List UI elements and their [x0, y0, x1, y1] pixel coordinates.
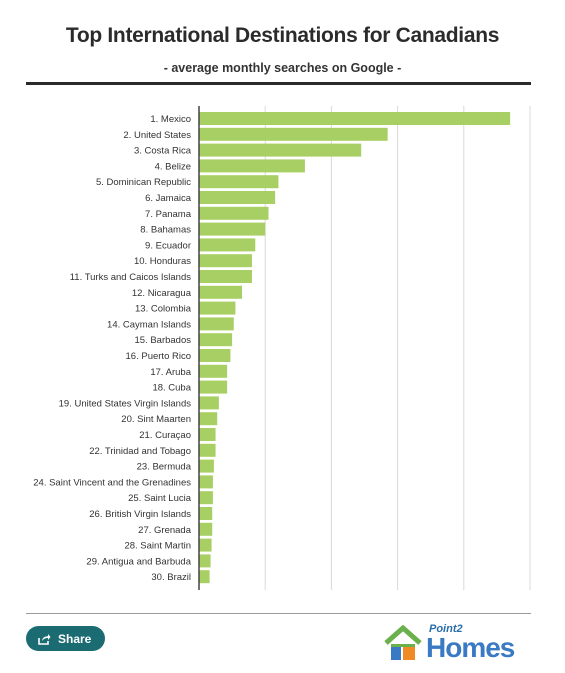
bar	[199, 349, 231, 362]
bar	[199, 254, 252, 268]
category-label: 14. Cayman Islands	[107, 319, 191, 330]
chart-title: Top International Destinations for Canad…	[65, 24, 500, 47]
chart-gridlines	[264, 106, 531, 590]
bar	[199, 491, 213, 505]
bar	[199, 143, 362, 157]
category-label: 29. Antigua and Barbuda	[86, 556, 191, 567]
bar	[199, 538, 212, 552]
bar	[199, 206, 269, 220]
category-label: 7. Panama	[145, 209, 192, 220]
title-divider	[26, 82, 531, 85]
category-label: 24. Saint Vincent and the Grenadines	[33, 477, 191, 488]
bar	[199, 443, 216, 457]
bar	[199, 570, 210, 584]
bar	[199, 333, 233, 347]
bar	[199, 127, 388, 141]
logo-point2-text: Point2	[429, 623, 463, 635]
category-label: 18. Cuba	[152, 383, 191, 394]
category-label: 16. Puerto Rico	[126, 351, 191, 362]
category-label: 12. Nicaragua	[132, 288, 192, 299]
category-label: 13. Colombia	[135, 304, 192, 315]
chart-bars	[199, 112, 511, 584]
bar	[199, 191, 276, 204]
category-label: 21. Curaçao	[139, 430, 191, 441]
category-label: 6. Jamaica	[145, 193, 192, 204]
share-button[interactable]: Share	[26, 626, 105, 651]
category-label: 2. United States	[123, 130, 191, 141]
bar	[199, 412, 218, 426]
footer-divider	[26, 613, 531, 614]
category-label: 4. Belize	[155, 161, 191, 172]
bar	[199, 112, 511, 125]
bar	[199, 270, 252, 283]
category-label: 22. Trinidad and Tobago	[89, 446, 191, 457]
bar	[199, 475, 213, 489]
bar	[199, 285, 243, 299]
category-label: 23. Bermuda	[137, 462, 192, 473]
category-label: 26. British Virgin Islands	[89, 509, 191, 520]
category-label: 8. Bahamas	[140, 225, 191, 236]
category-label: 3. Costa Rica	[134, 146, 192, 157]
chart-subtitle: - average monthly searches on Google -	[163, 61, 402, 75]
logo-homes-text: Homes	[426, 632, 515, 663]
category-label: 15. Barbados	[134, 335, 191, 346]
category-label: 19. United States Virgin Islands	[59, 398, 192, 409]
category-label: 25. Saint Lucia	[128, 493, 192, 504]
bar	[199, 175, 279, 189]
bar	[199, 396, 219, 410]
bar	[199, 301, 236, 315]
category-label: 20. Sint Maarten	[121, 414, 191, 425]
bar	[199, 554, 211, 568]
bar	[199, 364, 228, 378]
share-icon	[38, 633, 51, 645]
bar	[199, 459, 214, 473]
bar	[199, 238, 256, 252]
category-label: 10. Honduras	[134, 256, 191, 267]
bar	[199, 507, 213, 520]
house-logo-icon	[384, 625, 422, 660]
category-label: 9. Ecuador	[145, 240, 191, 251]
bar	[199, 159, 305, 173]
category-label: 27. Grenada	[138, 525, 192, 536]
share-label: Share	[58, 631, 92, 646]
chart-category-labels: 1. Mexico 2. United States 3. Costa Rica 4.…	[33, 114, 191, 583]
point2-homes-logo: Point2 Homes	[383, 622, 535, 666]
bar	[199, 428, 216, 441]
bar	[199, 222, 266, 236]
category-label: 17. Aruba	[150, 367, 191, 378]
category-label: 11. Turks and Caicos Islands	[70, 272, 192, 283]
category-label: 28. Saint Martin	[124, 541, 191, 552]
bar	[199, 317, 234, 331]
category-label: 30. Brazil	[151, 572, 191, 583]
bar	[199, 380, 228, 394]
category-label: 5. Dominican Republic	[96, 177, 191, 188]
category-label: 1. Mexico	[150, 114, 191, 125]
bar	[199, 522, 213, 536]
